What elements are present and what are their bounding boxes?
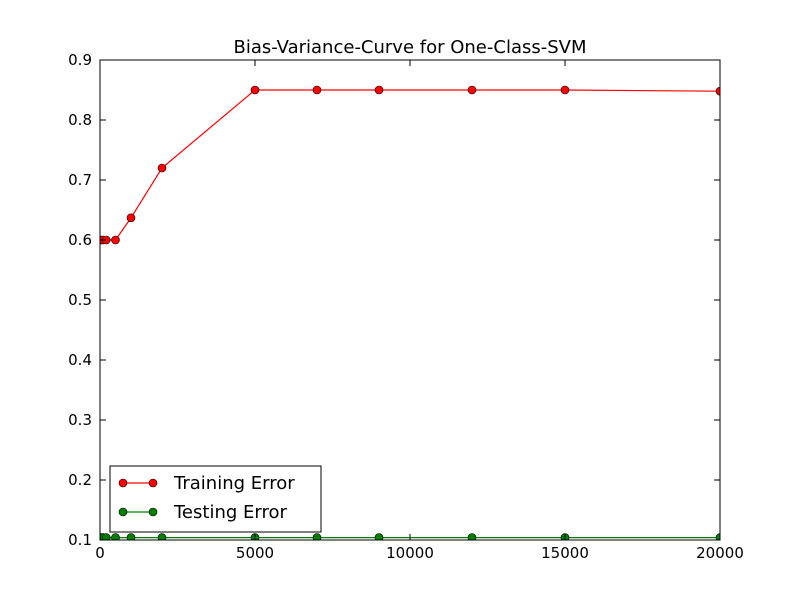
x-tick-label: 20000	[696, 544, 744, 562]
y-tick-label: 0.1	[68, 531, 92, 549]
legend-training-error-label: Training Error	[173, 473, 295, 494]
training-error-point	[715, 86, 720, 96]
training-error-point	[312, 85, 322, 95]
legend-testing-error-marker	[118, 507, 128, 517]
x-tick-label: 15000	[541, 544, 589, 562]
training-error-point	[157, 163, 167, 173]
testing-error-point	[101, 533, 111, 540]
training-error-point	[560, 85, 570, 95]
y-tick-label: 0.5	[68, 291, 92, 309]
chart-title: Bias-Variance-Curve for One-Class-SVM	[233, 37, 586, 58]
x-axis: 0 5000 10000 15000 20000	[95, 60, 744, 562]
x-tick-label: 0	[95, 544, 105, 562]
y-tick-label: 0.8	[68, 111, 92, 129]
y-tick-label: 0.9	[68, 51, 92, 69]
testing-error-point	[126, 533, 136, 540]
testing-error-point	[157, 533, 167, 540]
legend: Training Error Testing Error	[109, 465, 322, 533]
training-error-point	[111, 235, 120, 245]
testing-error-point	[374, 533, 384, 540]
testing-error-point	[111, 533, 120, 540]
testing-error-point	[467, 533, 477, 540]
testing-error-point	[715, 533, 720, 540]
legend-testing-error-label: Testing Error	[173, 502, 287, 523]
testing-error-point	[312, 533, 322, 540]
x-tick-label: 5000	[236, 544, 274, 562]
training-error-point	[467, 85, 477, 95]
y-tick-label: 0.7	[68, 171, 92, 189]
y-tick-label: 0.4	[68, 351, 92, 369]
y-tick-label: 0.6	[68, 231, 92, 249]
legend-training-error-marker	[118, 478, 128, 488]
training-error-point	[374, 85, 384, 95]
y-tick-label: 0.3	[68, 411, 92, 429]
y-tick-label: 0.2	[68, 471, 92, 489]
training-error-point	[250, 85, 260, 95]
legend-testing-error-marker	[148, 507, 158, 517]
legend-training-error-marker	[148, 478, 158, 488]
y-axis: 0.1 0.2 0.3 0.4 0.5 0.6 0.7 0.8 0.9	[68, 51, 720, 549]
x-tick-label: 10000	[386, 544, 434, 562]
training-error-point	[126, 213, 136, 223]
legend-box	[109, 465, 322, 533]
